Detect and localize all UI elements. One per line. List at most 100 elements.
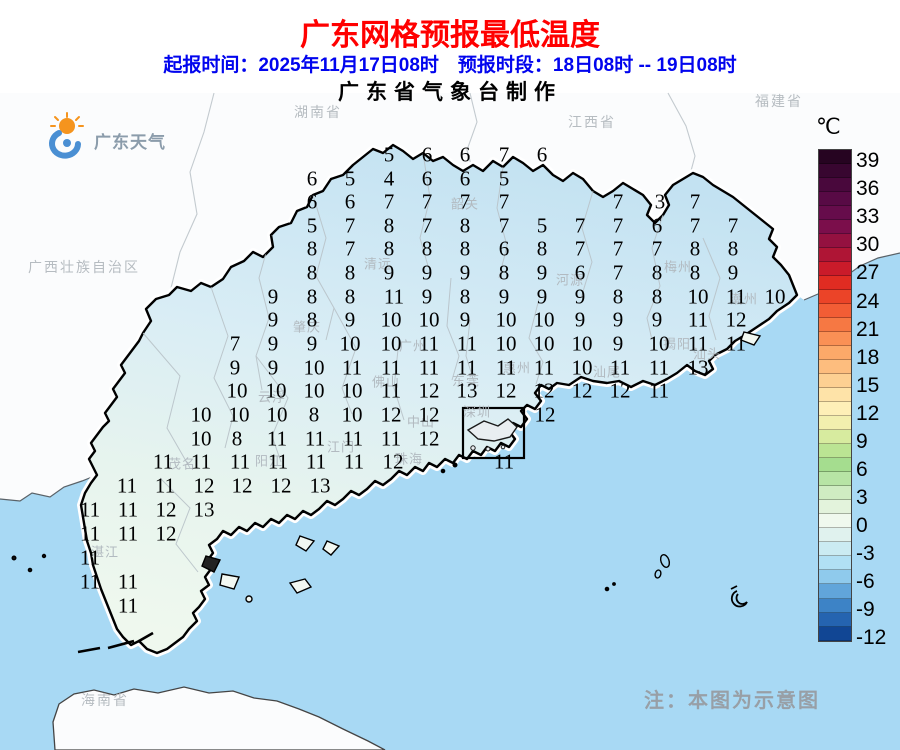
grid-temperature-value: 10 <box>495 307 517 332</box>
grid-temperature-value: 6 <box>306 189 318 214</box>
grid-temperature-value: 7 <box>383 189 395 214</box>
grid-temperature-value: 9 <box>612 307 624 332</box>
strait-dashes <box>77 631 154 654</box>
grid-temperature-value: 11 <box>117 497 139 522</box>
grid-temperature-value: 6 <box>536 142 548 167</box>
colorbar-tick-label: 3 <box>856 485 868 509</box>
grid-temperature-value: 8 <box>306 284 318 309</box>
grid-temperature-value: 3 <box>654 189 666 214</box>
grid-temperature-value: 11 <box>380 355 402 380</box>
grid-temperature-value: 11 <box>154 473 176 498</box>
hong-kong-inset <box>461 406 526 460</box>
grid-temperature-value: 9 <box>574 307 586 332</box>
city-label: 河源 <box>555 272 585 288</box>
colorbar-segment <box>819 416 851 431</box>
grid-temperature-value: 13 <box>687 355 709 380</box>
colorbar-segment <box>819 304 851 319</box>
grid-temperature-value: 10 <box>571 355 593 380</box>
grid-temperature-value: 10 <box>265 378 287 403</box>
disclaimer-note: 注：本图为示意图 <box>644 690 820 712</box>
colorbar-tick-label: 24 <box>856 289 880 313</box>
city-label: 潮州 <box>729 291 759 307</box>
grid-temperature-value: 9 <box>421 260 433 285</box>
grid-temperature-value: 8 <box>689 260 701 285</box>
grid-temperature-value: 7 <box>498 142 510 167</box>
grid-temperature-value: 11 <box>495 355 517 380</box>
grid-temperature-value: 11 <box>725 331 747 356</box>
grid-temperature-value: 11 <box>152 449 174 474</box>
grid-temperature-value: 11 <box>79 545 101 570</box>
colorbar-segment <box>819 276 851 291</box>
city-label: 汕头 <box>692 346 722 362</box>
forecast-time-subtitle: 起报时间：2025年11月17日08时 预报时段：18日08时 -- 19日08… <box>163 55 737 76</box>
grid-temperature-value: 7 <box>344 213 356 238</box>
grid-temperature-value: 12 <box>418 426 440 451</box>
colorbar-segment <box>819 500 851 515</box>
grid-temperature-value: 10 <box>533 331 555 356</box>
grid-temperature-value: 6 <box>498 236 510 261</box>
grid-temperature-value: 9 <box>383 260 395 285</box>
colorbar-segment <box>819 234 851 249</box>
grid-temperature-value: 11 <box>687 331 709 356</box>
city-label: 佛山 <box>371 374 401 390</box>
grid-temperature-value: 9 <box>267 284 279 309</box>
grid-temperature-value: 7 <box>651 236 663 261</box>
grid-temperature-value: 12 <box>418 402 440 427</box>
logo-label: 广东天气 <box>94 132 166 152</box>
grid-temperature-value: 11 <box>229 449 251 474</box>
grid-temperature-value: 10 <box>380 331 402 356</box>
colorbar-tick-label: 18 <box>856 345 880 369</box>
city-label: 广州 <box>398 338 428 354</box>
colorbar-segment <box>819 164 851 179</box>
grid-temperature-value: 10 <box>495 331 517 356</box>
grid-temperature-value: 10 <box>648 331 670 356</box>
colorbar-tick-label: 33 <box>856 205 880 229</box>
grid-temperature-value: 8 <box>536 236 548 261</box>
colorbar-segment <box>819 528 851 543</box>
grid-temperature-value: 6 <box>459 166 471 191</box>
grid-temperature-value: 10 <box>226 378 248 403</box>
colorbar-unit: ℃ <box>816 114 841 139</box>
city-label: 珠海 <box>394 451 424 467</box>
city-label: 惠州 <box>502 360 532 376</box>
grid-temperature-value: 11 <box>341 355 363 380</box>
city-label: 茂名 <box>167 456 197 472</box>
colorbar-segment <box>819 346 851 361</box>
grid-temperature-value: 9 <box>267 355 279 380</box>
grid-temperature-value: 11 <box>687 307 709 332</box>
colorbar-segment <box>819 430 851 445</box>
gdweather-logo: 广东天气 <box>40 112 166 162</box>
grid-temperature-value: 12 <box>155 521 177 546</box>
grid-temperature-value: 12 <box>571 378 593 403</box>
grid-temperature-value: 8 <box>612 284 624 309</box>
colorbar-tick-label: 15 <box>856 373 880 397</box>
colorbar-tick-label: -3 <box>856 542 875 566</box>
grid-temperature-value: 13 <box>193 497 215 522</box>
city-label: 东莞 <box>451 373 481 389</box>
city-label: 韶关 <box>450 196 480 212</box>
colorbar-tick-label: 36 <box>856 177 880 201</box>
grid-temperature-value: 7 <box>612 260 624 285</box>
city-label: 揭阳 <box>662 336 692 352</box>
colorbar-segment <box>819 360 851 375</box>
colorbar-segment <box>819 514 851 529</box>
grid-temperature-value: 6 <box>344 189 356 214</box>
grid-temperature-value: 9 <box>229 355 241 380</box>
grid-temperature-value: 11 <box>380 426 402 451</box>
colorbar-segment <box>819 374 851 389</box>
city-label: 江门 <box>326 439 356 455</box>
grid-temperature-value: 8 <box>498 260 510 285</box>
colorbar-tick-label: 9 <box>856 429 868 453</box>
grid-temperature-value: 6 <box>306 166 318 191</box>
grid-temperature-value: 9 <box>306 331 318 356</box>
grid-temperature-value: 11 <box>725 284 747 309</box>
grid-temperature-value: 8 <box>306 260 318 285</box>
grid-temperature-value: 10 <box>687 284 709 309</box>
grid-temperature-value: 12 <box>382 449 404 474</box>
grid-temperature-value: 10 <box>303 378 325 403</box>
grid-temperature-value: 8 <box>459 236 471 261</box>
colorbar-segment <box>819 402 851 417</box>
colorbar-segment <box>819 388 851 403</box>
grid-temperature-value: 11 <box>267 449 289 474</box>
